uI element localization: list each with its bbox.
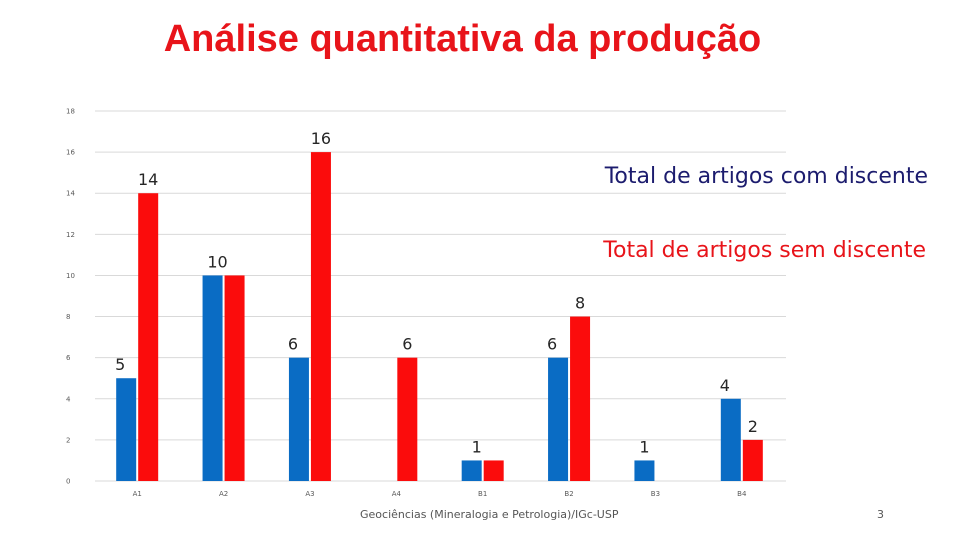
y-tick-label-12: 12 bbox=[66, 231, 75, 239]
bar-A1-with-student bbox=[116, 378, 137, 481]
bar-A1-without-student bbox=[138, 193, 159, 481]
data-label-B2-8: 8 bbox=[575, 294, 585, 313]
y-tick-label-14: 14 bbox=[66, 190, 75, 198]
y-tick-label-18: 18 bbox=[66, 108, 75, 116]
data-label-A4-5: 6 bbox=[402, 335, 412, 354]
footer-text: Geociências (Mineralogia e Petrologia)/I… bbox=[360, 508, 619, 521]
bars bbox=[116, 152, 763, 481]
data-label-B3-9: 1 bbox=[639, 437, 649, 456]
data-label-A3-3: 6 bbox=[288, 335, 298, 354]
data-label-B2-7: 6 bbox=[547, 335, 557, 354]
data-label-A2-2: 10 bbox=[207, 252, 227, 271]
bar-B2-without-student bbox=[570, 316, 591, 481]
bar-A2-with-student bbox=[202, 275, 223, 481]
x-category-label-A4: A4 bbox=[392, 490, 402, 498]
legend-without-student: Total de artigos sem discente bbox=[603, 238, 926, 263]
bar-A3-with-student bbox=[288, 357, 309, 481]
bar-B4-with-student bbox=[720, 398, 741, 481]
x-category-label-B1: B1 bbox=[478, 490, 487, 498]
bar-B2-with-student bbox=[548, 357, 569, 481]
bar-A2-without-student bbox=[224, 275, 245, 481]
bar-B4-without-student bbox=[742, 439, 763, 481]
data-label-B4-11: 2 bbox=[748, 417, 758, 436]
data-label-A1-1: 14 bbox=[138, 170, 158, 189]
bar-B1-with-student bbox=[461, 460, 482, 481]
data-label-A1-0: 5 bbox=[115, 355, 125, 374]
y-tick-label-2: 2 bbox=[66, 436, 70, 444]
data-label-A3-4: 16 bbox=[311, 129, 331, 148]
y-tick-label-8: 8 bbox=[66, 313, 70, 321]
y-tick-label-16: 16 bbox=[66, 149, 75, 157]
x-axis-categories: A1 A2 A3 A4 B1 B2 B3 B4 bbox=[133, 490, 747, 498]
bar-A4-without-student bbox=[397, 357, 418, 481]
x-category-label-B2: B2 bbox=[564, 490, 573, 498]
slide-title: Análise quantitativa da produção bbox=[163, 18, 762, 60]
bar-B1-without-student bbox=[483, 460, 504, 481]
x-category-label-A3: A3 bbox=[305, 490, 314, 498]
data-label-B1-6: 1 bbox=[472, 437, 482, 456]
y-tick-label-6: 6 bbox=[66, 354, 71, 362]
y-tick-label-10: 10 bbox=[66, 272, 75, 280]
data-label-B4-10: 4 bbox=[720, 376, 730, 395]
y-tick-label-0: 0 bbox=[66, 478, 70, 486]
x-category-label-B4: B4 bbox=[737, 490, 747, 498]
legend-with-student: Total de artigos com discente bbox=[604, 164, 928, 189]
bar-A3-without-student bbox=[310, 152, 331, 481]
y-tick-label-4: 4 bbox=[66, 395, 71, 403]
page-number: 3 bbox=[877, 508, 884, 521]
y-axis-ticks: 0 2 4 6 8 10 12 14 16 18 bbox=[66, 108, 75, 486]
bar-B3-with-student bbox=[634, 460, 655, 481]
x-category-label-B3: B3 bbox=[651, 490, 660, 498]
x-category-label-A2: A2 bbox=[219, 490, 228, 498]
x-category-label-A1: A1 bbox=[133, 490, 142, 498]
